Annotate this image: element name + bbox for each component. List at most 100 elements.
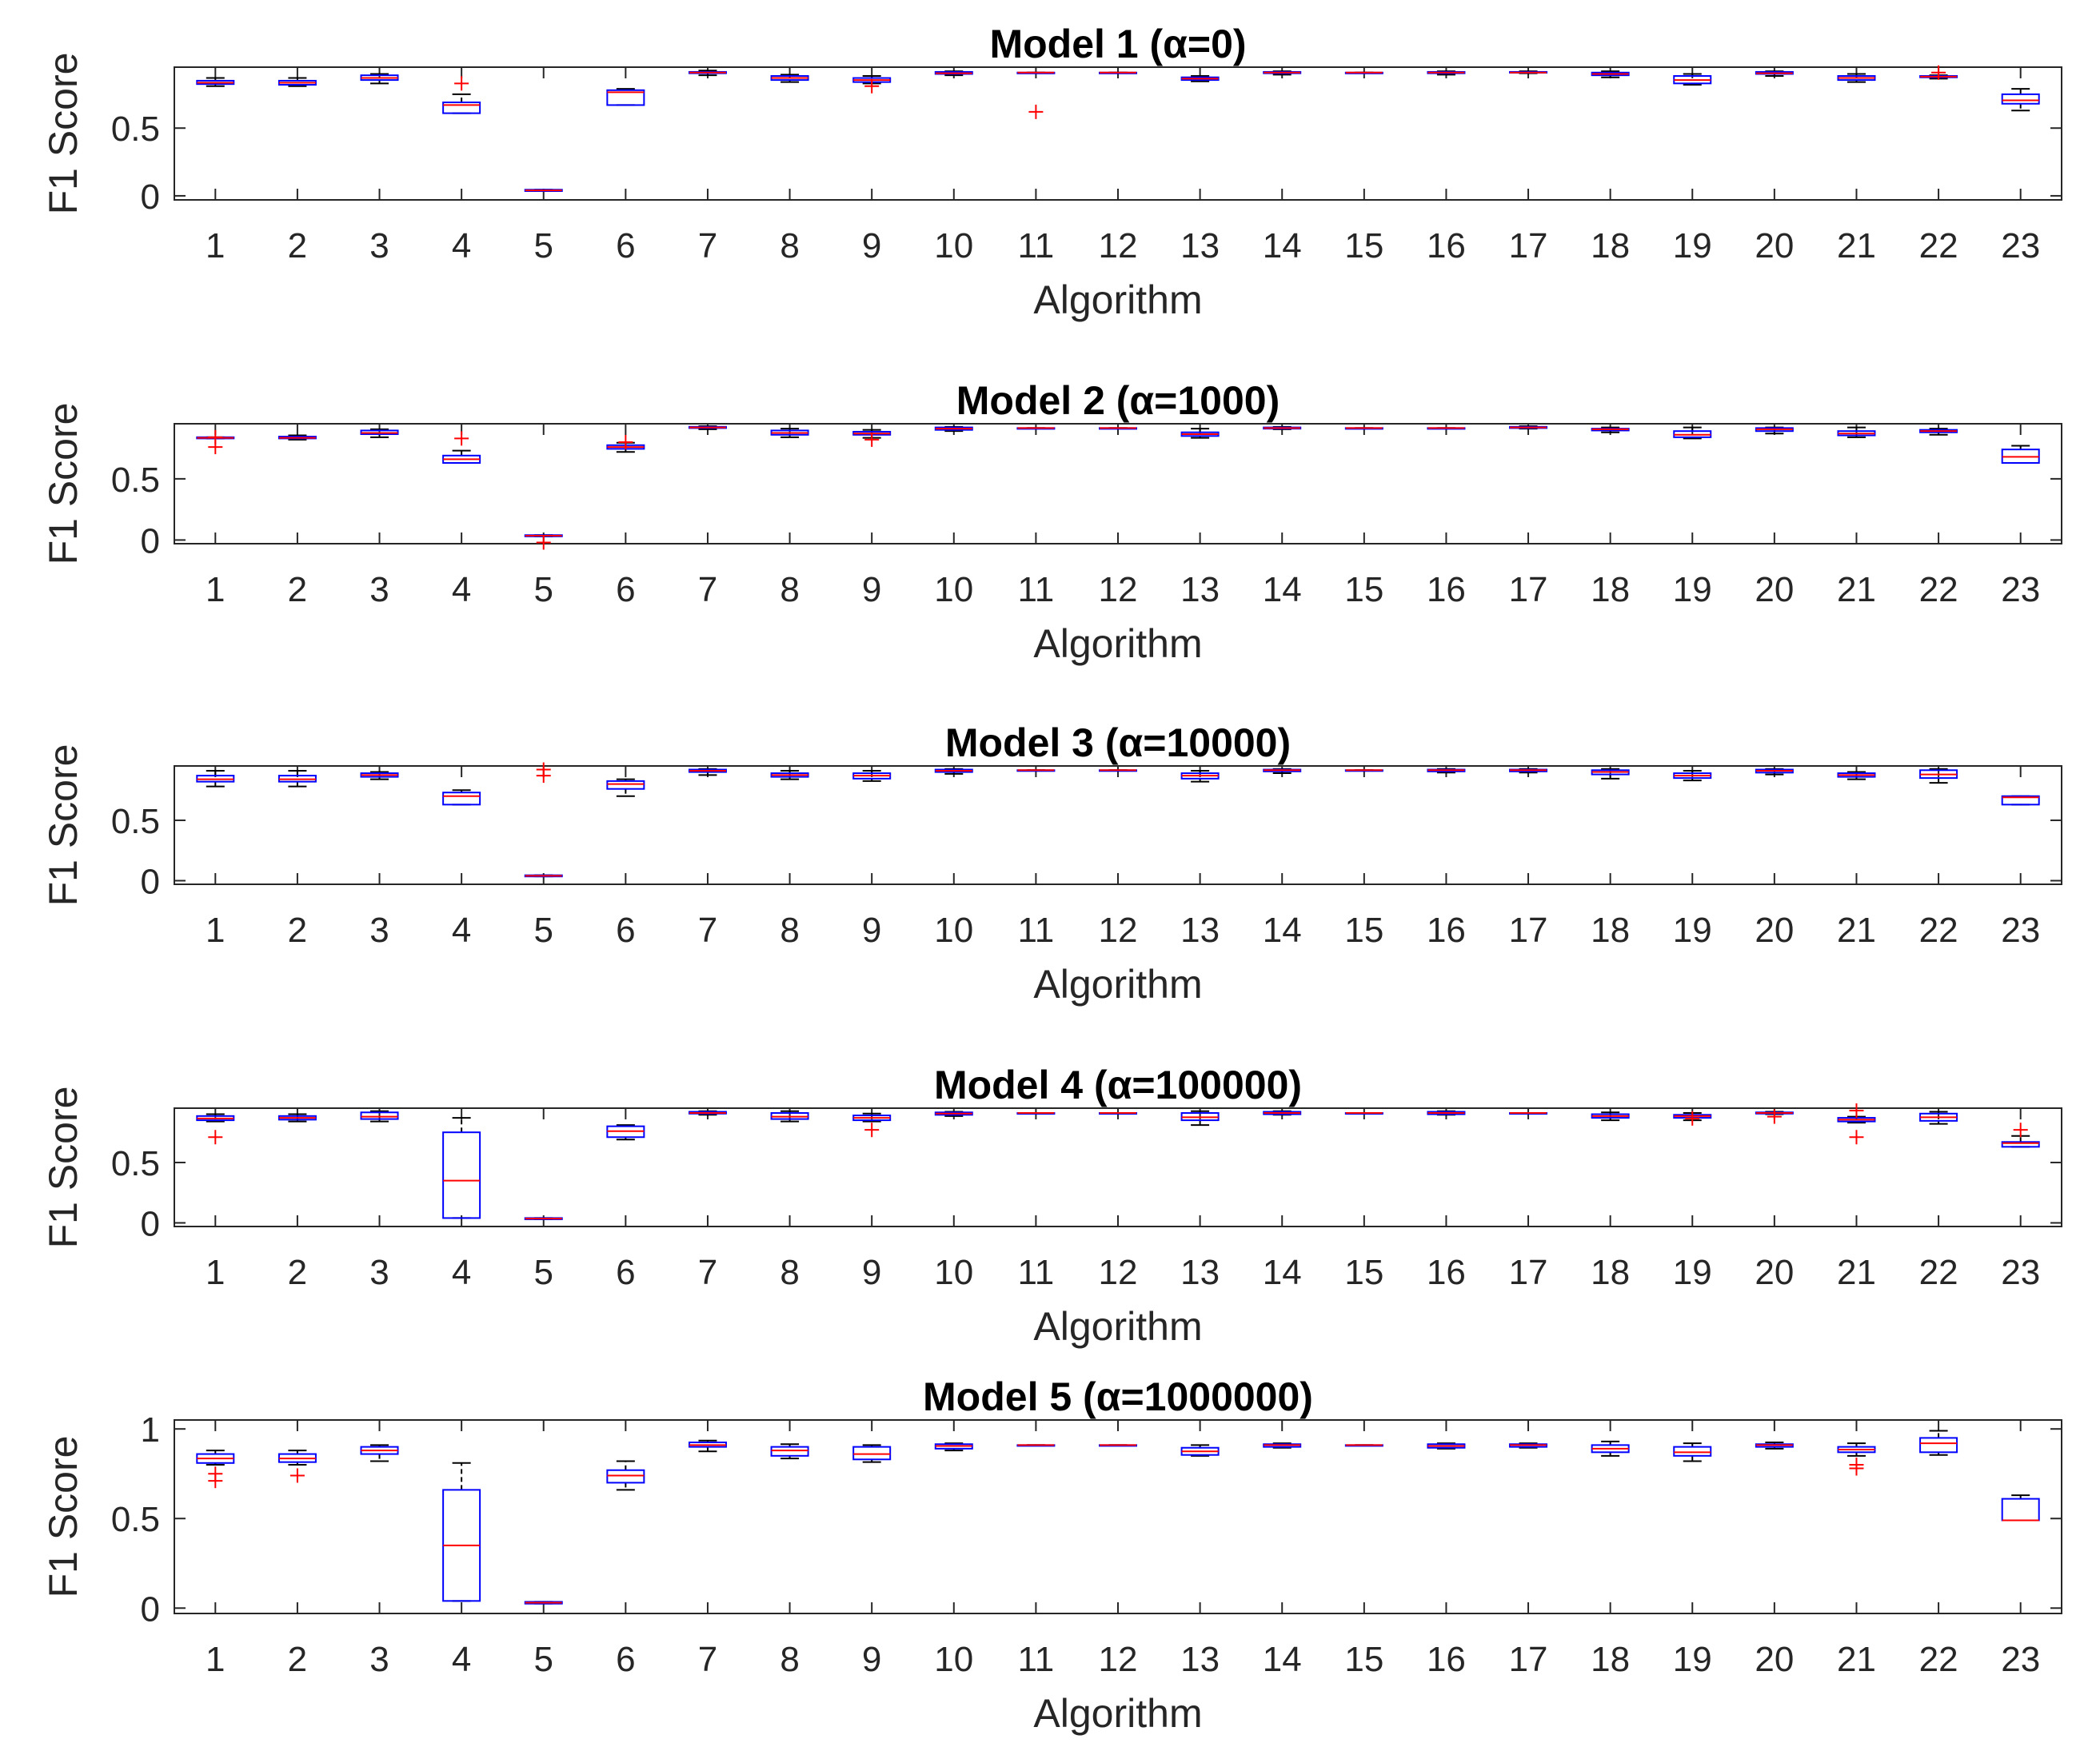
box-5 [524,1217,563,1220]
box-9 [852,429,892,447]
box-21 [1837,426,1876,438]
x-tick-label: 13 [1180,226,1220,265]
box-8 [770,770,809,780]
box-22 [1919,1430,1958,1456]
box-iqr [770,1446,809,1457]
x-tick-label: 2 [288,911,307,950]
x-tick-label: 13 [1180,570,1220,609]
box-9 [852,1112,892,1138]
x-tick-label: 4 [452,226,471,265]
box-17 [1509,1112,1548,1115]
box-15 [1344,769,1383,772]
box-10 [934,768,973,775]
x-tick-label: 8 [780,226,799,265]
x-tick-label: 11 [1018,226,1055,265]
x-tick-label: 21 [1837,570,1876,609]
y-tick-label: 0 [141,521,160,560]
box-17 [1509,1442,1548,1449]
x-tick-label: 1 [206,1253,225,1292]
x-tick-label: 16 [1427,570,1466,609]
axes-frame [174,423,2062,544]
y-tick-label: 0 [141,1204,160,1243]
box-3 [360,1444,399,1462]
box-2 [277,1450,317,1483]
x-tick-label: 15 [1344,570,1383,609]
x-tick-label: 14 [1263,226,1302,265]
box-3 [360,73,399,85]
x-axis-label: Algorithm [1033,1304,1202,1349]
box-7 [688,1110,727,1116]
x-tick-label: 9 [862,1253,881,1292]
box-iqr [606,780,645,790]
x-tick-label: 3 [369,1253,389,1292]
box-iqr [2001,93,2040,105]
x-tick-label: 16 [1427,1640,1466,1679]
x-tick-label: 22 [1919,1253,1958,1292]
subplot-title: Model 2 (α=1000) [956,378,1280,423]
subplot-5: Model 5 (α=1000000) F1 Score Algorithm 0 0.5… [41,1374,2062,1736]
x-tick-label: 5 [533,1640,553,1679]
x-tick-label: 23 [2001,1253,2040,1292]
x-tick-label: 16 [1427,1253,1466,1292]
box-15 [1344,427,1383,430]
x-tick-label: 17 [1509,911,1548,950]
box-7 [688,70,727,77]
box-19 [1673,426,1712,440]
x-tick-label: 20 [1755,1253,1794,1292]
x-tick-label: 7 [698,1253,717,1292]
x-tick-label: 6 [616,570,635,609]
x-tick-label: 11 [1018,1640,1055,1679]
box-3 [360,1110,399,1123]
y-axis-label: F1 Score [41,403,86,565]
x-tick-label: 17 [1509,570,1548,609]
box-9 [852,770,892,782]
box-22 [1919,1111,1958,1125]
box-10 [934,425,973,433]
box-16 [1427,70,1466,76]
x-axis-label: Algorithm [1033,277,1202,322]
box-iqr [2001,795,2040,806]
x-tick-label: 21 [1837,226,1876,265]
box-6 [606,1460,645,1491]
axes-frame [174,66,2062,201]
box-11 [1016,71,1056,119]
box-23 [2001,1494,2040,1522]
x-tick-label: 20 [1755,226,1794,265]
box-1 [196,1450,235,1489]
x-tick-label: 5 [533,226,553,265]
x-tick-label: 2 [288,1640,307,1679]
box-2 [277,77,317,87]
x-tick-label: 1 [206,226,225,265]
x-tick-label: 1 [206,1640,225,1679]
x-tick-label: 20 [1755,911,1794,950]
x-tick-label: 2 [288,1253,307,1292]
x-tick-label: 16 [1427,226,1466,265]
y-tick-label: 0.5 [111,110,160,149]
box-9 [852,1444,892,1463]
box-19 [1673,1111,1712,1126]
x-tick-label: 14 [1263,1640,1302,1679]
outlier [864,432,880,447]
x-tick-label: 5 [533,1253,553,1292]
outlier [1931,65,1946,80]
x-tick-label: 19 [1673,226,1712,265]
x-tick-label: 12 [1099,911,1138,950]
x-tick-label: 4 [452,570,471,609]
box-2 [277,770,317,788]
x-axis-label: Algorithm [1033,1691,1202,1736]
x-tick-label: 12 [1099,570,1138,609]
x-tick-label: 8 [780,1640,799,1679]
box-14 [1263,768,1302,775]
x-tick-label: 4 [452,1640,471,1679]
box-23 [2001,88,2040,112]
box-2 [277,434,317,441]
box-13 [1180,428,1220,439]
box-4 [442,1462,481,1602]
box-11 [1016,1444,1056,1447]
x-tick-label: 18 [1591,226,1630,265]
y-tick-label: 0.5 [111,1144,160,1183]
box-22 [1919,428,1958,436]
